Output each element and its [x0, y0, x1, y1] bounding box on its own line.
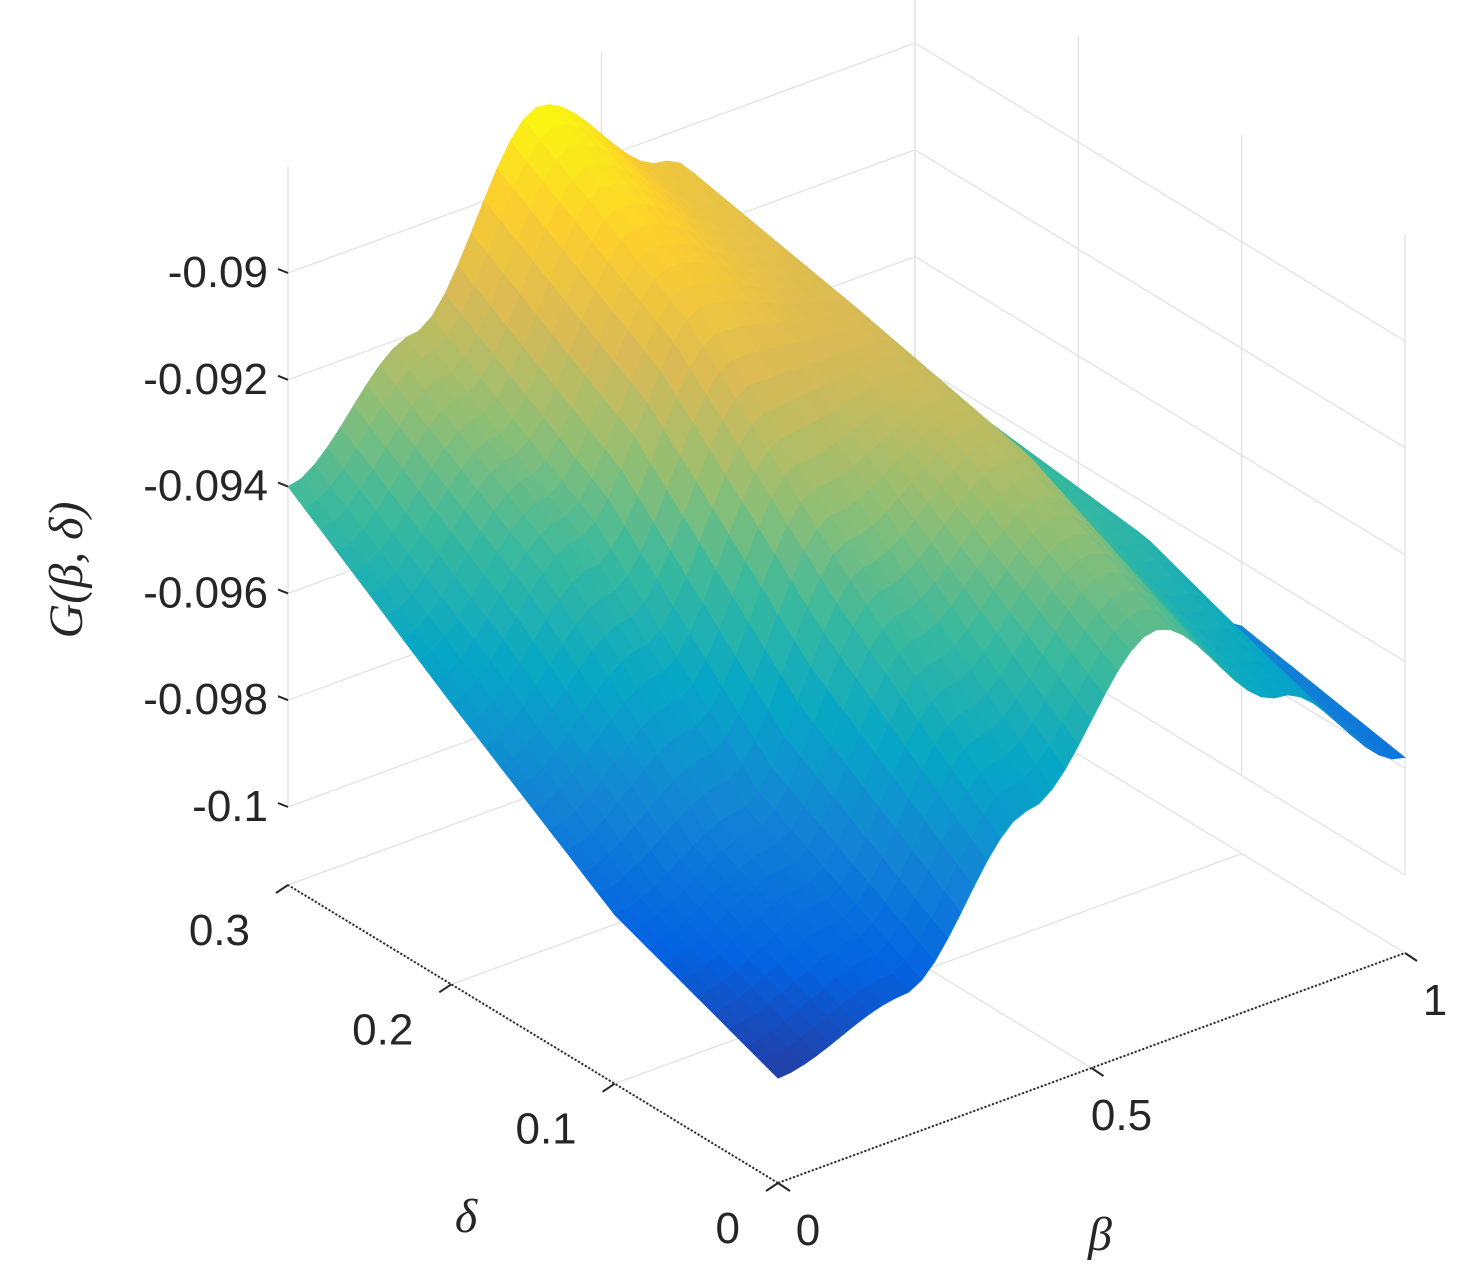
z-tick-label: -0.09: [168, 248, 268, 297]
surface-mesh: [287, 103, 1406, 1079]
delta-axis-line: [287, 884, 779, 1184]
delta-tick-label: 0.2: [352, 1005, 413, 1054]
axis-labels: G(β, δ) δ β: [40, 502, 1112, 1261]
delta-tick-label: 0: [716, 1204, 740, 1253]
delta-tick: [602, 1082, 616, 1093]
z-axis-label: G(β, δ): [40, 502, 93, 639]
axes: 0 0.5 1 0 0.1 0.2 0.3 -0.1 -0.098 -0.096 -0.094 -0.…: [143, 248, 1447, 1255]
z-tick: [277, 695, 289, 702]
x-axis-label: β: [1087, 1208, 1112, 1261]
surface-patch: [761, 1055, 792, 1079]
z-tick-label: -0.098: [143, 675, 268, 724]
side-wall-grid-z: [914, 42, 1406, 342]
z-tick: [277, 374, 289, 381]
beta-tick: [777, 1182, 791, 1192]
z-tick-label: -0.092: [143, 355, 268, 404]
delta-tick-label: 0.1: [515, 1105, 576, 1154]
side-wall-grid-z: [914, 256, 1406, 556]
z-tick: [277, 268, 289, 274]
beta-tick-label: 0.5: [1091, 1091, 1152, 1140]
y-axis-label: δ: [455, 1190, 478, 1243]
side-wall-grid-z: [914, 149, 1406, 449]
delta-tick: [438, 983, 452, 994]
beta-tick: [1404, 952, 1418, 962]
z-tick: [277, 802, 289, 808]
z-tick: [277, 588, 289, 595]
side-wall-grid-z: [914, 362, 1406, 662]
beta-tick: [1090, 1067, 1105, 1077]
delta-tick: [765, 1182, 779, 1192]
z-tick-label: -0.094: [143, 462, 268, 511]
delta-tick: [275, 884, 289, 894]
z-tick-label: -0.096: [143, 568, 268, 617]
z-tick-label: -0.1: [192, 782, 268, 831]
z-tick: [277, 481, 289, 488]
beta-tick-label: 0: [796, 1206, 820, 1255]
delta-tick-label: 0.3: [189, 906, 250, 955]
beta-tick-label: 1: [1423, 976, 1447, 1025]
